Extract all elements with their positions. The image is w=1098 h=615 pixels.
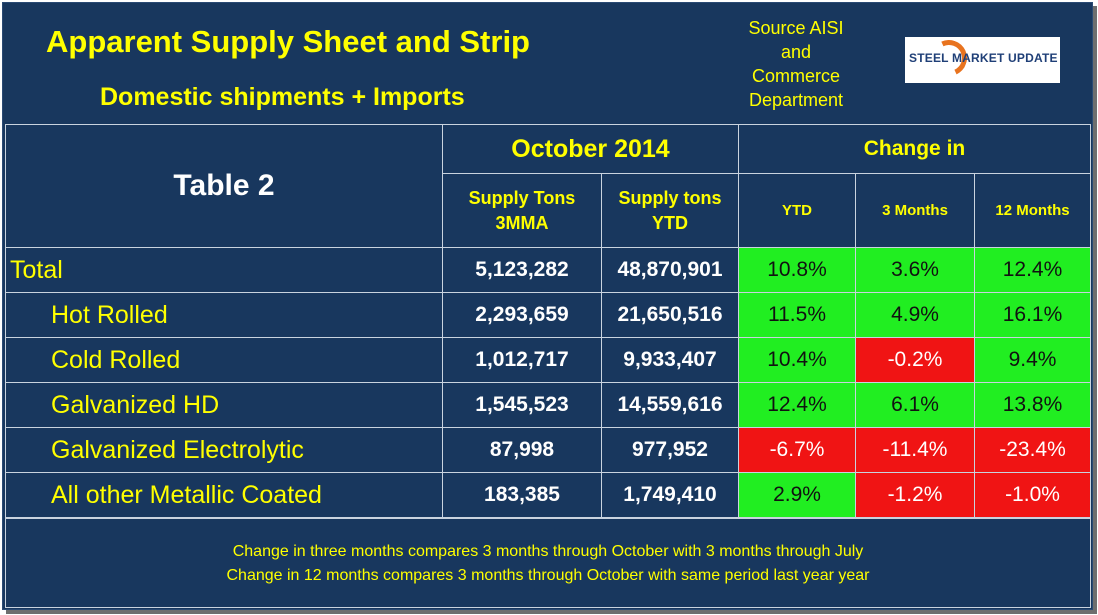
col-header-ytd-text: YTD	[782, 202, 812, 219]
row-label: Cold Rolled	[5, 337, 443, 383]
table-label: Table 2	[5, 124, 443, 248]
cell-supply-3mma: 1,012,717	[442, 337, 602, 383]
col-header-mma: Supply Tons 3MMA	[442, 173, 602, 248]
page-subtitle: Domestic shipments + Imports	[100, 83, 465, 111]
col-header-12m: 12 Months	[974, 173, 1091, 248]
cell-supply-3mma: 87,998	[442, 427, 602, 473]
source-line: Department	[748, 90, 844, 110]
source-line: Commerce	[751, 66, 840, 86]
col-header-3m-text: 3 Months	[882, 202, 948, 219]
cell-change-3m: 3.6%	[855, 247, 975, 293]
cell-change-3m: -11.4%	[855, 427, 975, 473]
steel-market-update-logo: STEEL MARKET UPDATE	[905, 34, 1060, 83]
cell-change-ytd: 2.9%	[738, 472, 856, 518]
cell-supply-3mma: 5,123,282	[442, 247, 602, 293]
col-header-mma-text: Supply Tons 3MMA	[468, 187, 576, 233]
col-header-ytd-tons: Supply tons YTD	[601, 173, 739, 248]
change-header-text: Change in	[863, 137, 966, 160]
cell-change-ytd: 11.5%	[738, 292, 856, 338]
cell-supply-ytd: 977,952	[601, 427, 739, 473]
table-label-text: Table 2	[173, 169, 275, 202]
row-label: Total	[5, 247, 443, 293]
footer-note-12-months: Change in 12 months compares 3 months th…	[226, 567, 870, 584]
cell-supply-ytd: 48,870,901	[601, 247, 739, 293]
col-header-12m-text: 12 Months	[995, 202, 1070, 219]
footer-note-3-months: Change in three months compares 3 months…	[232, 543, 864, 560]
page-title: Apparent Supply Sheet and Strip	[46, 24, 530, 59]
row-label: Galvanized HD	[5, 382, 443, 428]
cell-supply-3mma: 2,293,659	[442, 292, 602, 338]
row-label: All other Metallic Coated	[5, 472, 443, 518]
cell-supply-ytd: 21,650,516	[601, 292, 739, 338]
cell-change-ytd: 10.4%	[738, 337, 856, 383]
source-line: and	[780, 42, 812, 62]
cell-change-3m: 4.9%	[855, 292, 975, 338]
footer-notes: Change in three months compares 3 months…	[5, 518, 1091, 608]
cell-supply-ytd: 14,559,616	[601, 382, 739, 428]
cell-change-12m: -23.4%	[974, 427, 1091, 473]
supply-table: Table 2 October 2014 Change in Supply To…	[5, 124, 1091, 518]
cell-change-ytd: 12.4%	[738, 382, 856, 428]
row-label: Galvanized Electrolytic	[5, 427, 443, 473]
logo-text: STEEL MARKET UPDATE	[909, 51, 1058, 65]
col-header-ytd-tons-text: Supply tons YTD	[618, 187, 722, 233]
cell-supply-3mma: 183,385	[442, 472, 602, 518]
cell-supply-ytd: 9,933,407	[601, 337, 739, 383]
row-label: Hot Rolled	[5, 292, 443, 338]
cell-change-3m: -1.2%	[855, 472, 975, 518]
col-header-ytd: YTD	[738, 173, 856, 248]
change-header: Change in	[738, 124, 1091, 174]
cell-change-3m: -0.2%	[855, 337, 975, 383]
cell-change-3m: 6.1%	[855, 382, 975, 428]
period-header: October 2014	[442, 124, 739, 174]
cell-change-ytd: 10.8%	[738, 247, 856, 293]
source-line: Source AISI	[748, 18, 844, 38]
cell-change-ytd: -6.7%	[738, 427, 856, 473]
cell-change-12m: 12.4%	[974, 247, 1091, 293]
period-header-text: October 2014	[511, 134, 670, 163]
source-note: Source AISI and Commerce Department	[730, 16, 862, 112]
cell-supply-3mma: 1,545,523	[442, 382, 602, 428]
cell-change-12m: 13.8%	[974, 382, 1091, 428]
cell-change-12m: 16.1%	[974, 292, 1091, 338]
col-header-3m: 3 Months	[855, 173, 975, 248]
cell-change-12m: -1.0%	[974, 472, 1091, 518]
cell-change-12m: 9.4%	[974, 337, 1091, 383]
cell-supply-ytd: 1,749,410	[601, 472, 739, 518]
